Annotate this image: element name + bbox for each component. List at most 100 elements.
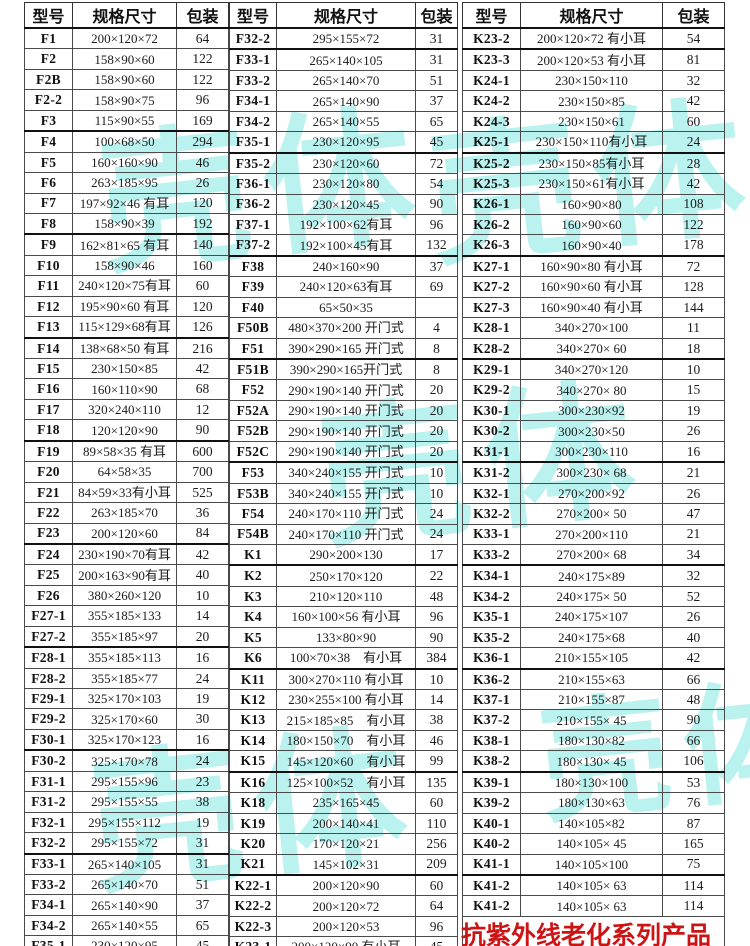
spec-cell: 230×120×80 — [276, 173, 416, 195]
spec-cell: 325×170×60 — [72, 708, 177, 730]
spec-cell: 265×140×55 — [72, 914, 177, 937]
table-row: K41-2 140×105× 63 114 — [462, 874, 725, 897]
table-row: K30-1 300×230×92 19 — [462, 399, 725, 422]
model-cell: K22-3 — [229, 915, 277, 938]
table-row: K38-1 180×130×82 66 — [462, 729, 725, 752]
pack-cell: 294 — [176, 130, 229, 153]
model-cell: F2B — [24, 68, 73, 91]
table-row: K11 300×270×110 有小耳 10 — [229, 668, 458, 690]
table-row: F9 162×81×65 有耳 140 — [24, 233, 229, 256]
pack-cell: 30 — [176, 708, 229, 730]
pack-cell: 48 — [415, 585, 458, 608]
table-row: F27-1 355×185×133 14 — [24, 605, 229, 627]
spec-cell: 197×92×46 有耳 — [72, 192, 177, 214]
spec-cell: 158×90×60 — [72, 48, 177, 70]
table-row: K20 170×120×21 256 — [229, 833, 458, 855]
table-row: F33-1 265×140×105 31 — [24, 853, 229, 875]
table-row: F2 158×90×60 122 — [24, 48, 229, 70]
spec-cell: 265×140×55 — [276, 110, 416, 133]
pack-cell: 90 — [176, 419, 229, 442]
pack-cell: 209 — [415, 853, 458, 876]
spec-cell: 235×165×45 — [276, 792, 416, 814]
pack-cell: 160 — [176, 254, 229, 277]
pack-cell: 31 — [176, 853, 229, 875]
model-cell: F37-2 — [229, 234, 277, 257]
spec-cell: 230×150×85有小耳 — [520, 152, 663, 175]
spec-cell: 120×120×90 — [72, 419, 177, 442]
model-cell: K36-1 — [462, 647, 521, 670]
model-cell: K35-1 — [462, 606, 521, 628]
spec-table-left: 型号 规格尺寸 包装 F1 200×120×72 64 F2 158×90×60 122 F… — [24, 2, 229, 946]
model-cell: K24-3 — [462, 110, 521, 133]
table-row: F23 200×120×60 84 — [24, 522, 229, 545]
table-row: F7 197×92×46 有耳 120 — [24, 192, 229, 214]
model-cell: F34-2 — [24, 914, 73, 937]
spec-cell: 200×163×90有耳 — [72, 564, 177, 586]
table-row: F51 390×290×165 开门式 8 — [229, 337, 458, 360]
table-row: K13 215×185×85 有小耳 38 — [229, 709, 458, 731]
table-row: K28-1 340×270×100 11 — [462, 317, 725, 339]
table-row: K37-1 210×155×87 48 — [462, 688, 725, 711]
spec-cell: 340×240×155 开门式 — [276, 482, 416, 505]
spec-cell: 180×130×63 — [520, 792, 663, 814]
table-row: K3 210×120×110 48 — [229, 585, 458, 608]
model-cell: F31-2 — [24, 791, 73, 813]
model-cell: F52A — [229, 399, 277, 422]
pack-cell: 38 — [415, 709, 458, 731]
table-row: F2-2 158×90×75 96 — [24, 89, 229, 111]
table-row: F37-1 192×100×62有耳 96 — [229, 213, 458, 236]
spec-cell: 270×200× 50 — [520, 503, 663, 525]
table-row: F18 120×120×90 90 — [24, 419, 229, 442]
spec-cell: 210×155×87 — [520, 688, 663, 711]
model-cell: F35-2 — [229, 152, 277, 175]
model-cell: F33-2 — [24, 873, 73, 896]
table-row: F4 100×68×50 294 — [24, 130, 229, 153]
table-row: F38 240×160×90 37 — [229, 255, 458, 278]
model-cell: K22-1 — [229, 874, 277, 897]
spec-cell: 200×120×90 有小耳 — [276, 936, 416, 946]
pack-cell: 15 — [662, 379, 725, 401]
spec-table-middle: 型号 规格尺寸 包装 F32-2 295×155×72 31 F33-1 265×140… — [229, 2, 458, 946]
spec-column-header: 规格尺寸 — [72, 2, 177, 29]
table-row: F54B 240×170×110 开门式 24 — [229, 523, 458, 545]
table-row: K25-3 230×150×61有小耳 42 — [462, 173, 725, 195]
model-cell: K6 — [229, 647, 277, 670]
spec-cell: 355×185×97 — [72, 625, 177, 649]
model-cell: F37-1 — [229, 213, 277, 236]
pack-column-header: 包装 — [415, 2, 458, 29]
model-cell: F10 — [24, 254, 73, 277]
spec-cell: 230×150×61有小耳 — [520, 173, 663, 195]
model-cell: K33-1 — [462, 523, 521, 545]
table-row: F40 65×50×35 — [229, 296, 458, 319]
table-row: K35-1 240×175×107 26 — [462, 606, 725, 628]
spec-cell: 290×190×140 开门式 — [276, 440, 416, 464]
spec-cell: 265×140×105 — [276, 48, 416, 71]
spec-cell: 200×120×90 — [276, 874, 416, 897]
spec-cell: 240×120×63有耳 — [276, 276, 416, 298]
spec-cell: 200×120×60 — [72, 522, 177, 545]
table-row: K24-2 230×150×85 42 — [462, 90, 725, 112]
table-row: F50B 480×370×200 开门式 4 — [229, 317, 458, 339]
table-row: K15 145×120×60 有小耳 99 — [229, 750, 458, 773]
model-cell: F15 — [24, 357, 73, 380]
model-cell: F20 — [24, 461, 73, 483]
model-cell: K1 — [229, 543, 277, 567]
model-cell: F34-1 — [229, 90, 277, 112]
model-cell: K19 — [229, 812, 277, 835]
table-row: K25-2 230×150×85有小耳 28 — [462, 152, 725, 175]
pack-cell: 17 — [415, 543, 458, 567]
pack-cell: 51 — [176, 873, 229, 896]
pack-cell: 122 — [176, 48, 229, 70]
spec-cell: 480×370×200 开门式 — [276, 317, 416, 339]
spec-cell: 200×140×41 — [276, 812, 416, 835]
model-cell: K27-2 — [462, 276, 521, 298]
table-row: F35-2 230×120×60 72 — [229, 152, 458, 175]
pack-cell: 192 — [176, 212, 229, 236]
pack-cell: 20 — [415, 379, 458, 401]
spec-cell: 240×175×68 — [520, 626, 663, 649]
spec-cell: 295×155×96 — [72, 770, 177, 793]
model-cell: K39-1 — [462, 771, 521, 794]
spec-cell: 390×290×165 开门式 — [276, 337, 416, 360]
spec-cell: 265×140×90 — [72, 894, 177, 916]
pack-cell: 108 — [662, 193, 725, 215]
